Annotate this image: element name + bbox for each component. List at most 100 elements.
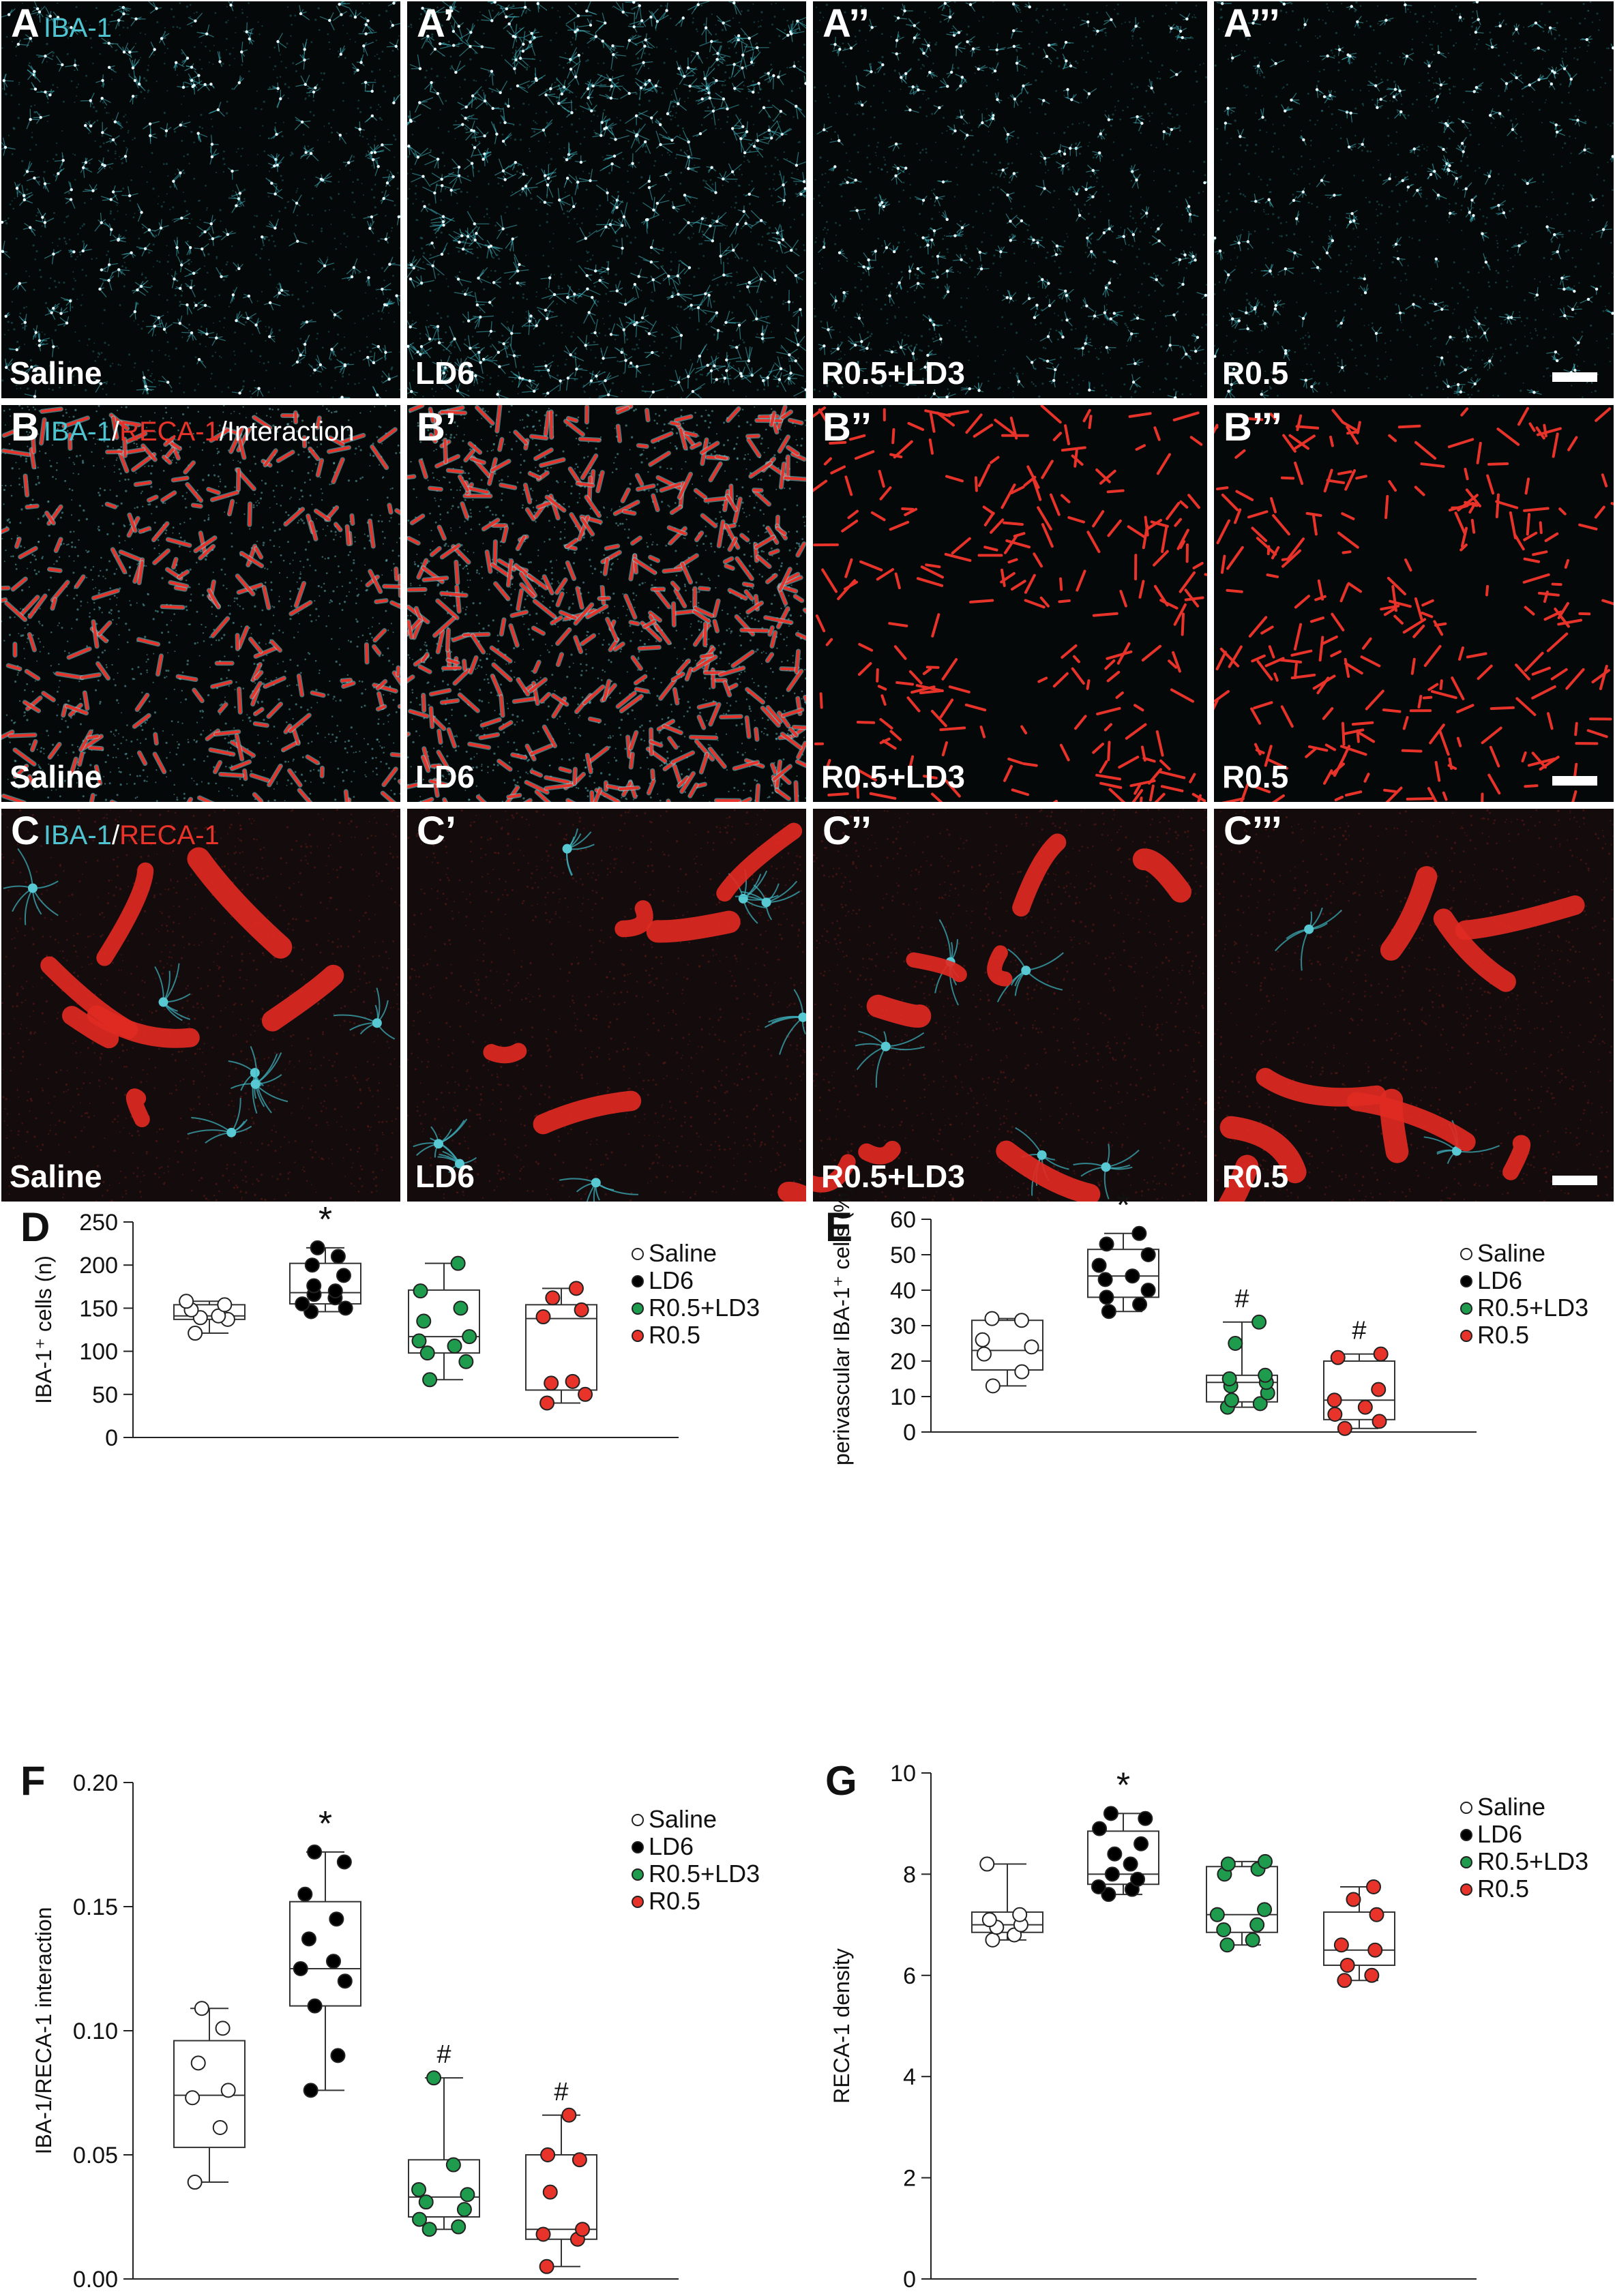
- legend-swatch: [632, 1330, 644, 1342]
- data-point: [447, 1339, 462, 1354]
- panel-letter: D: [20, 1204, 50, 1250]
- data-point: [303, 2083, 318, 2098]
- micrograph-c-r0-5-ld3: C’’ R0.5+LD3: [813, 809, 1207, 1202]
- legend-swatch: [632, 1302, 644, 1315]
- data-point: [337, 1973, 353, 1989]
- micrograph-b-saline: B IBA-1/RECA-1/Interaction Saline: [1, 405, 400, 802]
- y-tick-label: 4: [903, 2064, 916, 2090]
- legend-label: R0.5+LD3: [649, 1294, 760, 1322]
- box-ld6: [1087, 1806, 1159, 1903]
- data-point: [985, 1378, 1001, 1394]
- legend-label: R0.5: [649, 1887, 700, 1915]
- data-point: [1101, 1304, 1116, 1320]
- significance-star: *: [1116, 1186, 1130, 1225]
- group-label: R0.5+LD3: [821, 1161, 965, 1192]
- micrograph-texture: [813, 405, 1207, 802]
- data-point: [1140, 1283, 1156, 1298]
- data-point: [194, 2001, 209, 2016]
- panel-label: A IBA-1: [11, 4, 112, 44]
- micrograph-texture: [1214, 1, 1614, 398]
- data-point: [539, 1395, 555, 1411]
- data-point: [307, 1998, 323, 2014]
- box-ld6: [289, 1240, 361, 1320]
- data-point: [212, 2119, 228, 2135]
- legend-label: LD6: [649, 1832, 694, 1860]
- data-point: [535, 2226, 551, 2242]
- data-point: [217, 1297, 233, 1313]
- data-point: [561, 2107, 577, 2123]
- data-point: [565, 1373, 580, 1389]
- legend-swatch: [1460, 1302, 1472, 1315]
- data-point: [327, 1283, 343, 1299]
- box-ld6: [289, 1844, 361, 2098]
- data-point: [975, 1332, 990, 1347]
- group-label: R0.5+LD3: [821, 357, 965, 389]
- legend-item: Saline: [632, 1805, 717, 1833]
- micrograph-a-r0-5: A’’’ R0.5: [1214, 1, 1614, 398]
- data-point: [985, 1932, 1001, 1948]
- channel-label: RECA-1: [119, 820, 220, 850]
- panel-label: B’’: [823, 408, 872, 447]
- legend-item: LD6: [632, 1832, 694, 1860]
- chart-g: G 0 2 4 6 8 10 RECA-1 density * SalineLD6R0.5+LD3…: [825, 1758, 1588, 2293]
- panel-label: B IBA-1/RECA-1/Interaction: [11, 408, 355, 447]
- data-point: [411, 1333, 427, 1349]
- data-point: [304, 1257, 320, 1273]
- legend-item: R0.5: [1460, 1321, 1529, 1349]
- micrograph-b-r0-5-ld3: B’’ R0.5+LD3: [813, 405, 1207, 802]
- channel-label: IBA-1: [44, 417, 112, 447]
- panel-letter: F: [20, 1758, 46, 1804]
- data-point: [1249, 1917, 1265, 1933]
- data-point: [1337, 1420, 1352, 1436]
- data-point: [578, 1386, 593, 1402]
- data-point: [453, 1300, 469, 1316]
- legend-swatch: [632, 1841, 644, 1853]
- panel-label: C’’’: [1224, 811, 1282, 851]
- data-point: [542, 2184, 558, 2200]
- box-r0-5-ld3: [408, 1255, 480, 1388]
- data-point: [310, 1240, 325, 1255]
- data-point: [1257, 1902, 1273, 1918]
- data-point: [1091, 1257, 1107, 1273]
- data-point: [416, 1313, 432, 1329]
- data-point: [1130, 1871, 1146, 1887]
- y-tick-label: 50: [890, 1242, 916, 1268]
- y-tick-label: 150: [79, 1296, 118, 1322]
- data-point: [215, 2021, 231, 2036]
- panel-letter: B’’’: [1224, 405, 1282, 449]
- data-point: [1125, 1268, 1140, 1284]
- legend-label: R0.5: [1477, 1321, 1529, 1349]
- group-label: R0.5: [1222, 1161, 1288, 1192]
- significance-star: *: [318, 1804, 332, 1844]
- panel-letter: B’’: [823, 405, 872, 449]
- y-axis-label: IBA-1⁺ cells (n): [31, 1255, 56, 1404]
- data-point: [1245, 1932, 1260, 1948]
- box-saline: [971, 1311, 1043, 1394]
- data-point: [1097, 1272, 1113, 1287]
- group-label: R0.5+LD3: [821, 761, 965, 792]
- channel-label: IBA-1: [44, 13, 112, 43]
- data-point: [293, 1961, 308, 1976]
- legend-item: R0.5+LD3: [1460, 1294, 1588, 1322]
- legend-label: Saline: [1477, 1793, 1545, 1821]
- box-ld6: [1087, 1225, 1159, 1320]
- micrograph-texture: [1214, 406, 1614, 802]
- data-point: [1221, 1371, 1237, 1386]
- y-tick-label: 8: [903, 1862, 916, 1888]
- data-point: [187, 2175, 203, 2190]
- legend-item: LD6: [1460, 1820, 1522, 1848]
- scale-bar: [1552, 372, 1597, 382]
- data-point: [1366, 1879, 1382, 1894]
- data-point: [1012, 1907, 1028, 1922]
- box-iqr: [1206, 1866, 1278, 1933]
- panel-letter: C’’: [823, 809, 872, 853]
- data-point: [306, 1278, 322, 1294]
- legend-item: R0.5+LD3: [632, 1294, 760, 1322]
- micrograph-a-saline: A IBA-1 Saline: [1, 1, 400, 398]
- data-point: [1092, 1821, 1108, 1836]
- significance-hash: #: [1352, 1317, 1366, 1345]
- chart-d: D 0 50 100 150 200 250 IBA-1⁺ cells (n) * SalineL…: [20, 1200, 760, 1451]
- data-point: [1134, 1836, 1149, 1851]
- y-tick-label: 0.05: [73, 2143, 118, 2168]
- y-tick-label: 100: [79, 1339, 118, 1365]
